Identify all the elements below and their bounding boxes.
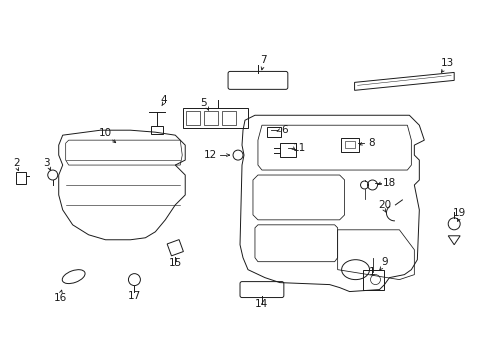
Bar (344, 141, 354, 148)
Text: 18: 18 (382, 178, 395, 188)
Bar (16, 172, 26, 184)
Bar (183, 108, 247, 128)
Text: 15: 15 (168, 258, 182, 268)
Text: 9: 9 (380, 257, 387, 267)
Text: 2: 2 (14, 158, 20, 168)
Text: 13: 13 (440, 58, 453, 68)
Bar (186, 111, 200, 125)
Text: 3: 3 (43, 158, 50, 168)
Text: 1: 1 (368, 267, 375, 276)
Text: 16: 16 (54, 293, 67, 302)
Bar (222, 111, 236, 125)
Text: 6: 6 (281, 125, 287, 135)
Text: 5: 5 (200, 98, 206, 108)
Text: 10: 10 (99, 128, 112, 138)
Text: 19: 19 (451, 208, 465, 218)
Bar (362, 270, 384, 289)
Text: 14: 14 (255, 298, 268, 309)
Text: 7: 7 (259, 55, 265, 66)
Text: 20: 20 (377, 200, 390, 210)
Bar (151, 126, 163, 134)
Text: 17: 17 (127, 291, 141, 301)
Bar (203, 111, 218, 125)
Bar (279, 143, 295, 157)
Text: 8: 8 (367, 138, 374, 148)
Text: 4: 4 (160, 95, 166, 105)
Bar (266, 127, 280, 137)
Text: 12: 12 (203, 150, 216, 160)
Text: 11: 11 (293, 143, 306, 153)
Bar (340, 138, 358, 152)
